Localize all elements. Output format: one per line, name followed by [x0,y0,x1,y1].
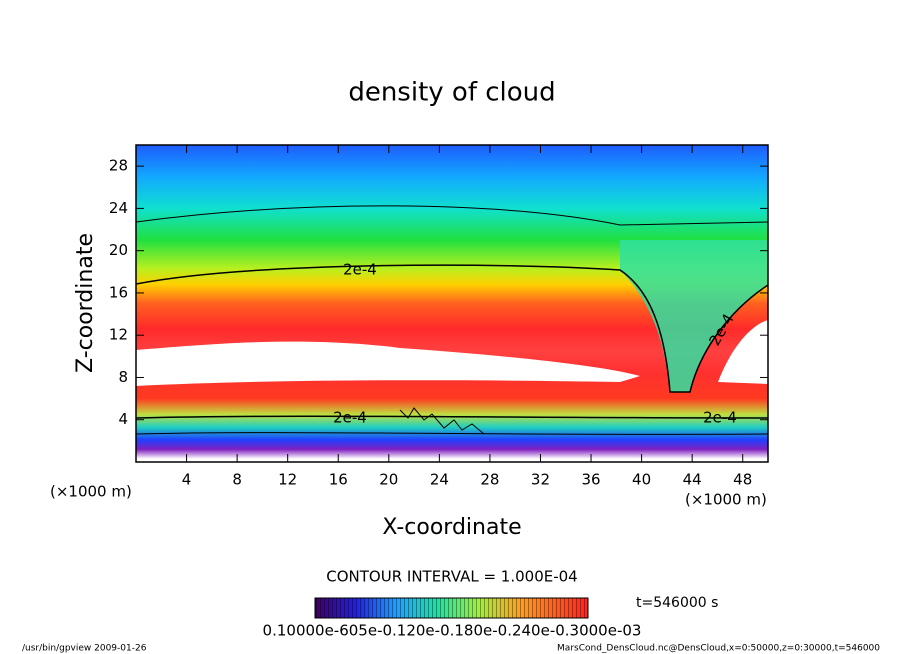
footer-left: /usr/bin/gpview 2009-01-26 [22,644,147,654]
x-tick-label: 28 [480,471,499,489]
x-tick-label: 16 [329,471,348,489]
time-label: t=546000 s [636,595,718,611]
x-tick-label: 48 [733,471,752,489]
contour-label: 2e-4 [703,409,737,427]
contour-field [136,145,768,462]
y-tick-label: 16 [109,283,128,301]
contour-label: 2e-4 [343,261,377,279]
contour-interval: CONTOUR INTERVAL = 1.000E-04 [326,568,577,586]
y-tick-label: 8 [118,368,128,386]
footer-right: MarsCond_DensCloud.nc@DensCloud,x=0:5000… [557,644,880,654]
y-axis-label: Z-coordinate [73,233,98,373]
x-tick-label: 36 [581,471,600,489]
x-tick-label: 32 [531,471,550,489]
y-tick-label: 24 [109,199,128,217]
y-tick-label: 12 [109,326,128,344]
x-tick-label: 12 [278,471,297,489]
y-tick-label: 20 [109,241,128,259]
x-tick-label: 40 [632,471,651,489]
x-tick-label: 4 [182,471,192,489]
x-tick-label: 8 [232,471,242,489]
x-unit: (×1000 m) [685,491,767,509]
colorbar-labels: 0.10000e-605e-0.120e-0.180e-0.240e-0.300… [263,622,642,640]
x-tick-label: 20 [379,471,398,489]
x-tick-label: 44 [683,471,702,489]
chart-title: density of cloud [348,78,555,108]
y-tick-label: 28 [109,157,128,175]
x-axis-label: X-coordinate [382,515,521,540]
y-tick-label: 4 [118,410,128,428]
y-unit: (×1000 m) [50,483,132,501]
x-tick-label: 24 [430,471,449,489]
colorbar-stripes [315,598,588,618]
plot-frame [135,144,769,463]
contour-label: 2e-4 [333,409,367,427]
